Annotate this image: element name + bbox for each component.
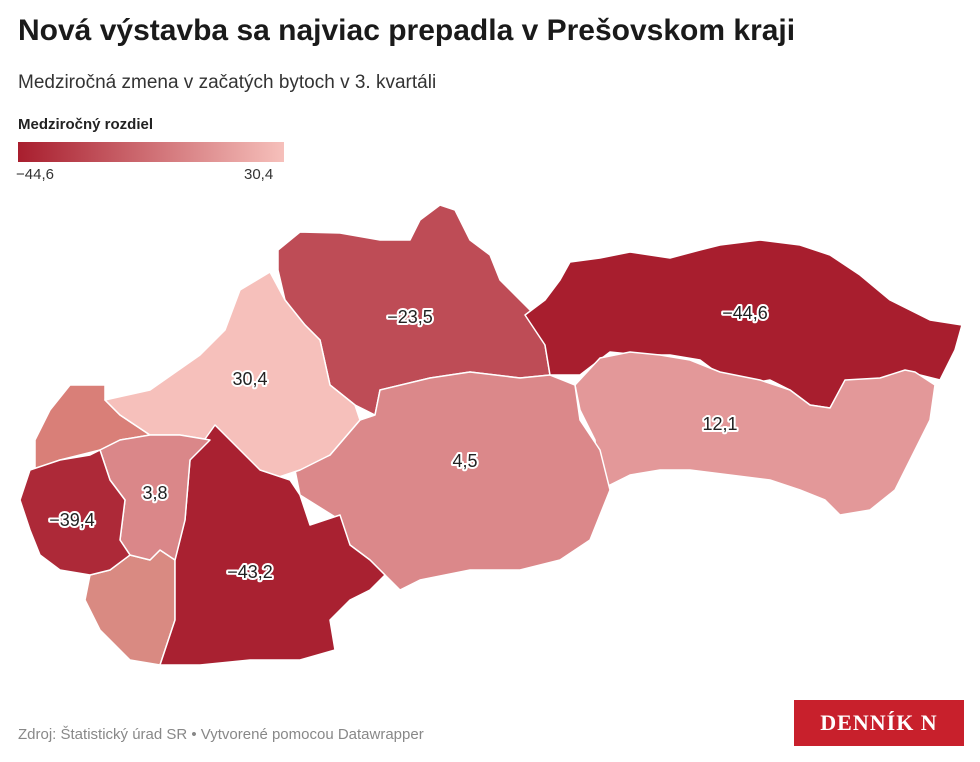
legend-max-label: 30,4 <box>244 166 274 183</box>
legend-min-label: −44,6 <box>16 166 54 183</box>
region-label: −39,4 <box>49 510 95 530</box>
region-label: 3,8 <box>142 483 167 503</box>
legend-gradient <box>18 142 284 162</box>
region <box>159 424 386 666</box>
map: −23,5 −44,6 12,1 4,5 30,4 −43,2 3,8 −39,… <box>19 204 963 666</box>
legend-title: Medziročný rozdiel <box>18 116 154 133</box>
region-label: 4,5 <box>452 451 477 471</box>
title: Nová výstavba sa najviac prepadla v Preš… <box>18 14 796 47</box>
region-label: 30,4 <box>232 369 267 389</box>
region <box>19 449 131 576</box>
region-label: −23,5 <box>387 307 433 327</box>
region-label: −44,6 <box>722 303 768 323</box>
region <box>574 351 936 516</box>
region-label: 12,1 <box>702 414 737 434</box>
source: Zdroj: Štatistický úrad SR • Vytvorené p… <box>18 726 424 743</box>
logo: DENNÍK N <box>794 700 964 746</box>
region <box>524 239 963 409</box>
subtitle: Medziročná zmena v začatých bytoch v 3. … <box>18 72 437 93</box>
region-label: −43,2 <box>227 562 273 582</box>
